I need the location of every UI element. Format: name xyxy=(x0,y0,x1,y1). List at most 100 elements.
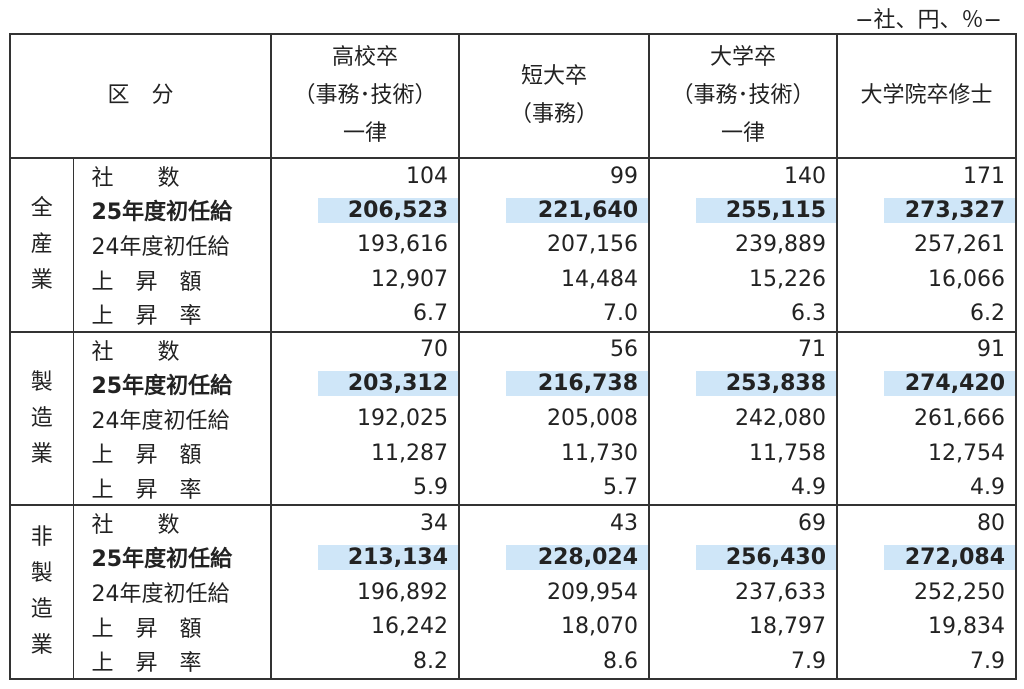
cell-value-text: 209,954 xyxy=(547,579,639,605)
cell-value-text: 18,070 xyxy=(561,614,639,640)
cell-value-text: 15,226 xyxy=(749,267,827,293)
cell-value: 237,633 xyxy=(649,574,839,610)
cell-value-text: 6.7 xyxy=(413,301,449,327)
cell-value-text: 261,666 xyxy=(914,406,1006,432)
cell-value: 16,066 xyxy=(837,262,1018,298)
cell-value: 11,758 xyxy=(649,435,839,471)
cell-value: 15,226 xyxy=(649,262,839,298)
cell-value: 6.2 xyxy=(837,297,1018,333)
cell-value-text: 43 xyxy=(610,510,639,536)
cell-value-text: 242,080 xyxy=(735,406,827,432)
cell-value: 7.9 xyxy=(837,644,1018,680)
cell-value: 192,025 xyxy=(271,401,461,436)
cell-value: 18,797 xyxy=(649,609,839,645)
row-label: 上 昇 額 xyxy=(73,262,273,298)
cell-value-text: 256,430 xyxy=(696,544,837,570)
cell-value-text: 257,261 xyxy=(914,232,1006,258)
row-label: 上 昇 額 xyxy=(73,609,273,645)
group-name: 非製造業 xyxy=(9,504,74,680)
cell-value-text: 7.0 xyxy=(603,301,639,327)
cell-value: 205,008 xyxy=(459,401,651,436)
row-label: 社 数 xyxy=(73,330,273,367)
cell-value: 8.2 xyxy=(271,644,461,680)
group-name: 全産業 xyxy=(9,157,74,333)
cell-value-text: 7.9 xyxy=(970,648,1006,674)
row-label: 25年度初任給 xyxy=(73,366,273,402)
cell-value-text: 4.9 xyxy=(970,475,1006,500)
cell-value-text: 70 xyxy=(420,337,449,363)
table-row: 上 昇 率 6.7 7.0 6.3 6.2 xyxy=(10,297,1018,333)
cell-value: 221,640 xyxy=(459,192,651,228)
group-name-char: 業 xyxy=(30,633,53,659)
cell-value-text: 8.2 xyxy=(413,648,449,674)
group-name-char: 造 xyxy=(30,405,53,431)
cell-value: 209,954 xyxy=(459,574,651,610)
cell-value-text: 5.7 xyxy=(603,475,639,500)
cell-value-text: 16,066 xyxy=(928,267,1006,293)
cell-value-text: 34 xyxy=(420,510,449,536)
cell-value-text: 213,134 xyxy=(318,544,459,570)
cell-value: 253,838 xyxy=(649,366,839,402)
cell-value: 261,666 xyxy=(837,401,1018,436)
cell-value-text: 203,312 xyxy=(318,371,459,397)
cell-value-text: 171 xyxy=(963,163,1006,189)
row-label: 社 数 xyxy=(73,504,273,541)
table-row: 全産業社 数 104 99 140 171 xyxy=(9,157,1018,333)
cell-value-text: 206,523 xyxy=(318,197,459,223)
header-col-2-line-1: （事務･技術） xyxy=(671,83,815,109)
row-label: 上 昇 率 xyxy=(73,470,273,507)
table-row: 製造業社 数 70 56 71 91 xyxy=(9,330,1018,507)
header-col-0-line-2: 一律 xyxy=(343,121,388,147)
table-row: 24年度初任給 192,025 205,008 242,080 261,666 xyxy=(10,401,1018,436)
cell-value-text: 11,287 xyxy=(371,440,449,466)
group-name-char: 造 xyxy=(30,597,53,623)
header-col-0-line-1: （事務･技術） xyxy=(293,83,437,109)
cell-value-text: 252,250 xyxy=(914,579,1006,605)
row-label: 上 昇 率 xyxy=(73,644,273,680)
cell-value-text: 6.3 xyxy=(791,301,827,327)
cell-value-text: 216,738 xyxy=(506,371,649,397)
header-row: 区 分 高校卒 （事務･技術） 一律 短大卒 （事務） 大学卒 （事務･技術） … xyxy=(8,32,1018,160)
group-name-char: 製 xyxy=(30,561,53,587)
cell-value: 207,156 xyxy=(459,227,651,263)
cell-value: 71 xyxy=(649,330,839,367)
cell-value-text: 205,008 xyxy=(547,406,639,432)
cell-value: 19,834 xyxy=(837,609,1018,645)
cell-value: 8.6 xyxy=(459,644,651,680)
cell-value-text: 4.9 xyxy=(791,475,827,500)
header-col-2-line-2: 一律 xyxy=(721,121,766,147)
cell-value-text: 272,084 xyxy=(884,544,1016,570)
cell-value: 12,907 xyxy=(271,262,461,298)
cell-value-text: 255,115 xyxy=(696,197,837,223)
cell-value-text: 196,892 xyxy=(357,579,449,605)
cell-value: 196,892 xyxy=(271,574,461,610)
cell-value-text: 80 xyxy=(977,510,1006,536)
cell-value: 239,889 xyxy=(649,227,839,263)
cell-value: 203,312 xyxy=(271,366,461,402)
cell-value: 16,242 xyxy=(271,609,461,645)
header-col-0: 高校卒 （事務･技術） 一律 xyxy=(270,32,461,160)
row-label: 社 数 xyxy=(73,157,273,193)
cell-value-text: 140 xyxy=(784,163,827,189)
group-name-char: 業 xyxy=(30,267,53,293)
starting-salary-table: 区 分 高校卒 （事務･技術） 一律 短大卒 （事務） 大学卒 （事務･技術） … xyxy=(8,32,1018,680)
row-label: 24年度初任給 xyxy=(73,401,273,436)
cell-value: 242,080 xyxy=(649,401,839,436)
cell-value-text: 253,838 xyxy=(696,371,837,397)
cell-value: 272,084 xyxy=(837,540,1018,575)
cell-value: 14,484 xyxy=(459,262,651,298)
cell-value: 11,730 xyxy=(459,435,651,471)
cell-value: 273,327 xyxy=(837,192,1018,228)
table-row: 上 昇 率 5.9 5.7 4.9 4.9 xyxy=(10,470,1018,507)
cell-value: 6.3 xyxy=(649,297,839,333)
row-label: 上 昇 額 xyxy=(73,435,273,471)
header-col-3: 大学院卒修士 xyxy=(836,32,1018,160)
cell-value-text: 11,730 xyxy=(561,440,639,466)
cell-value: 4.9 xyxy=(649,470,839,507)
group-name-char: 業 xyxy=(30,441,53,467)
cell-value: 12,754 xyxy=(837,435,1018,471)
cell-value-text: 193,616 xyxy=(357,232,449,258)
row-label: 25年度初任給 xyxy=(73,540,273,575)
cell-value-text: 19,834 xyxy=(928,614,1006,640)
cell-value-text: 69 xyxy=(798,510,827,536)
